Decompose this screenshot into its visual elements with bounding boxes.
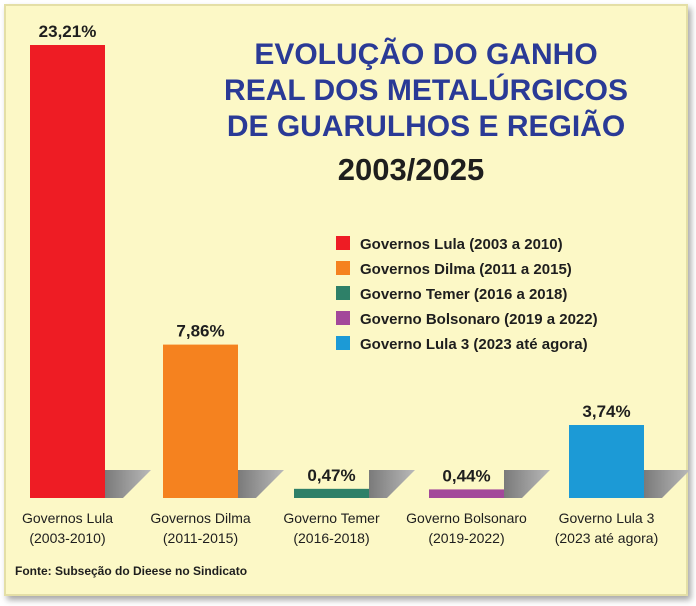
bar-shadows [105,470,690,498]
legend-label-5: Governo Lula 3 (2023 até agora) [360,336,588,353]
chart-card: EVOLUÇÃO DO GANHO REAL DOS METALÚRGICOS DE… [4,4,690,596]
value-labels: 23,21% 7,86% 0,47% 0,44% 3,74% [39,22,631,485]
bar-1 [30,45,105,498]
bar-4 [429,489,504,498]
legend-swatch-5 [336,336,350,350]
bar-shadow [238,470,284,498]
value-label-5: 3,74% [582,402,630,421]
category-label-5: Governo Lula 3 [559,510,655,526]
legend-label-3: Governo Temer (2016 a 2018) [360,286,567,303]
category-label-2: Governos Dilma [150,510,251,526]
bar-shadow [644,470,690,498]
value-label-4: 0,44% [442,466,490,485]
category-sublabel-4: (2019-2022) [428,530,504,546]
value-label-3: 0,47% [307,466,355,485]
value-label-2: 7,86% [176,322,224,341]
category-label-1: Governos Lula [22,510,113,526]
title-line-3: DE GUARULHOS E REGIÃO [227,109,625,143]
legend-swatch-1 [336,236,350,250]
bar-3 [294,488,369,498]
legend-swatch-3 [336,286,350,300]
legend-swatch-4 [336,311,350,325]
category-sublabel-5: (2023 até agora) [555,530,659,546]
legend-swatch-2 [336,261,350,275]
legend-label-2: Governos Dilma (2011 a 2015) [360,261,572,278]
category-sublabel-3: (2016-2018) [293,530,369,546]
chart-subtitle: 2003/2025 [338,152,485,187]
bar-5 [569,425,644,498]
category-label-4: Governo Bolsonaro [406,510,527,526]
legend-label-4: Governo Bolsonaro (2019 a 2022) [360,311,598,328]
bar-shadow [369,470,415,498]
title-line-1: EVOLUÇÃO DO GANHO [254,37,597,71]
title-line-2: REAL DOS METALÚRGICOS [224,73,628,107]
bar-shadow [504,470,550,498]
bar-shadow [105,470,151,498]
category-sublabel-2: (2011-2015) [163,530,238,546]
value-label-1: 23,21% [39,22,97,41]
bars [30,45,644,498]
legend: Governos Lula (2003 a 2010) Governos Dilm… [336,236,598,353]
category-sublabel-1: (2003-2010) [29,530,105,546]
bar-2 [163,344,238,498]
legend-label-1: Governos Lula (2003 a 2010) [360,236,563,253]
source-note: Fonte: Subseção do Dieese no Sindicato [15,564,247,578]
category-label-3: Governo Temer [283,510,380,526]
category-labels: Governos Lula (2003-2010) Governos Dilma (2… [22,510,658,546]
